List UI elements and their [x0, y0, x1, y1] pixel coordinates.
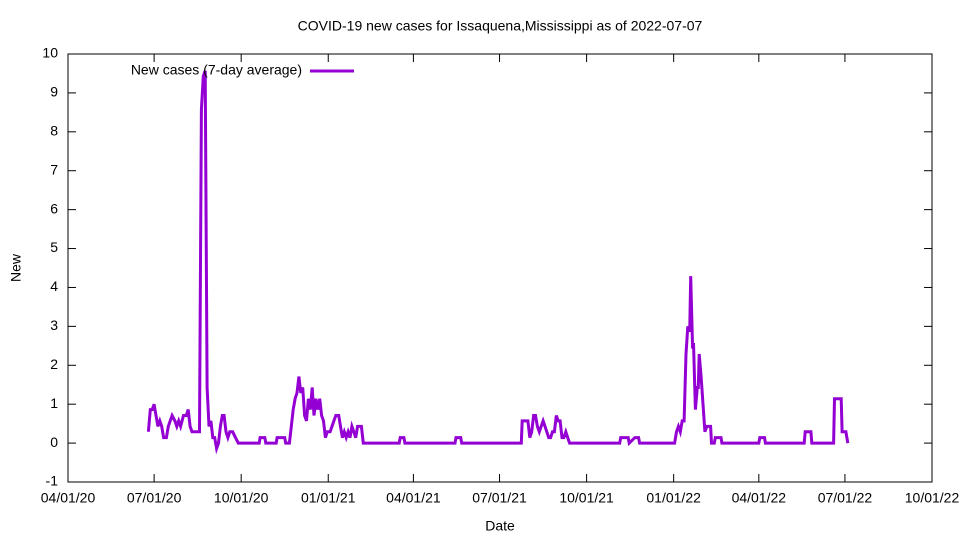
x-tick-label: 04/01/20 — [41, 490, 96, 506]
x-axis-label: Date — [485, 518, 515, 534]
y-tick-label: 9 — [50, 84, 58, 100]
chart-title: COVID-19 new cases for Issaquena,Mississ… — [298, 18, 703, 34]
x-tick-label: 07/01/21 — [472, 490, 527, 506]
y-tick-label: 5 — [50, 239, 58, 255]
y-tick-label: 10 — [42, 45, 58, 61]
y-tick-label: 0 — [50, 434, 58, 450]
x-tick-label: 10/01/21 — [559, 490, 614, 506]
y-tick-label: 4 — [50, 278, 58, 294]
y-axis-label: New — [8, 253, 24, 282]
y-tick-label: -1 — [46, 473, 59, 489]
legend-label: New cases (7-day average) — [131, 62, 302, 78]
x-tick-label: 10/01/20 — [214, 490, 269, 506]
y-tick-label: 8 — [50, 123, 58, 139]
x-tick-label: 01/01/22 — [646, 490, 701, 506]
y-tick-label: 3 — [50, 317, 58, 333]
x-tick-label: 04/01/22 — [732, 490, 787, 506]
y-tick-label: 2 — [50, 356, 58, 372]
x-tick-label: 07/01/20 — [127, 490, 182, 506]
y-tick-label: 7 — [50, 161, 58, 177]
data-line — [146, 70, 850, 455]
x-tick-label: 10/01/22 — [905, 490, 960, 506]
y-tick-label: 1 — [50, 395, 58, 411]
y-tick-label: 6 — [50, 200, 58, 216]
x-tick-label: 01/01/21 — [301, 490, 356, 506]
x-tick-label: 07/01/22 — [818, 490, 873, 506]
x-tick-label: 04/01/21 — [386, 490, 441, 506]
